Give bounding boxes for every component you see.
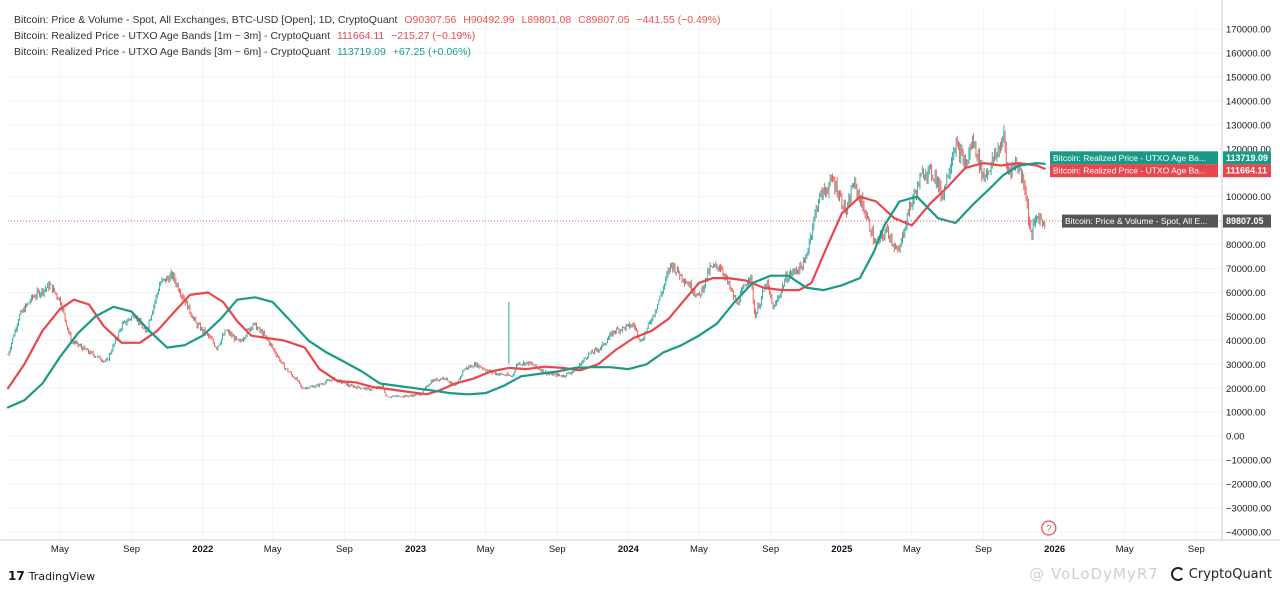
legend-band-3m6m-row[interactable]: Bitcoin: Realized Price - UTXO Age Bands… bbox=[14, 44, 720, 60]
y-tick-label: 70000.00 bbox=[1226, 264, 1266, 275]
legend-band-1m3m-change: −215.27 (−0.19%) bbox=[391, 30, 476, 42]
x-tick-label: May bbox=[1116, 544, 1134, 555]
y-tick-label: 100000.00 bbox=[1226, 192, 1271, 203]
y-tick-label: 120000.00 bbox=[1226, 144, 1271, 155]
last-value-tag-label: 89807.05 bbox=[1226, 216, 1264, 226]
tradingview-logo-icon: 17 bbox=[8, 569, 25, 583]
y-tick-label: −20000.00 bbox=[1226, 480, 1271, 491]
legend-band-3m6m-title: Bitcoin: Realized Price - UTXO Age Bands… bbox=[14, 46, 331, 58]
y-tick-label: 160000.00 bbox=[1226, 48, 1271, 59]
x-tick-label: May bbox=[477, 544, 495, 555]
last-value-tag-label: 111664.11 bbox=[1226, 166, 1267, 176]
x-tick-label: Sep bbox=[123, 544, 140, 555]
last-value-tag bbox=[1223, 151, 1271, 165]
y-tick-label: −40000.00 bbox=[1226, 528, 1271, 539]
signature-watermark: @ VoLoDyMyR7 bbox=[1029, 565, 1159, 583]
legend-price-open: O90307.56 bbox=[404, 14, 457, 26]
band-line bbox=[6, 162, 1046, 396]
x-tick-label: 2025 bbox=[831, 544, 853, 555]
legend-price-row[interactable]: Bitcoin: Price & Volume - Spot, All Exch… bbox=[14, 12, 720, 28]
last-value-tag bbox=[1223, 214, 1271, 228]
info-marker-label: ? bbox=[1046, 524, 1051, 535]
legend-band-1m3m-row[interactable]: Bitcoin: Realized Price - UTXO Age Bands… bbox=[14, 28, 720, 44]
legend-price-close: C89807.05 bbox=[578, 14, 630, 26]
legend-price-title: Bitcoin: Price & Volume - Spot, All Exch… bbox=[14, 14, 398, 26]
band-line bbox=[6, 162, 1046, 409]
x-tick-label: Sep bbox=[975, 544, 992, 555]
y-tick-label: 60000.00 bbox=[1226, 288, 1266, 299]
y-tick-label: 40000.00 bbox=[1226, 336, 1266, 347]
y-tick-label: 10000.00 bbox=[1226, 408, 1266, 419]
chart-legend: Bitcoin: Price & Volume - Spot, All Exch… bbox=[14, 12, 720, 60]
x-tick-label: May bbox=[903, 544, 921, 555]
y-tick-label: 20000.00 bbox=[1226, 384, 1266, 395]
x-tick-label: Sep bbox=[336, 544, 353, 555]
y-tick-label: 50000.00 bbox=[1226, 312, 1266, 323]
x-tick-label: May bbox=[51, 544, 69, 555]
y-tick-label: 170000.00 bbox=[1226, 25, 1271, 36]
tradingview-branding[interactable]: 17 TradingView bbox=[8, 569, 95, 583]
last-value-tag bbox=[1223, 164, 1271, 178]
y-tick-label: −30000.00 bbox=[1226, 504, 1271, 515]
series-name-tag bbox=[1050, 164, 1218, 178]
legend-band-3m6m-value: 113719.09 bbox=[336, 46, 386, 58]
cryptoquant-branding: @ VoLoDyMyR7 CryptoQuant bbox=[1029, 565, 1272, 583]
series-name-tag-label: Bitcoin: Realized Price - UTXO Age Ba... bbox=[1053, 153, 1206, 163]
x-tick-label: 2023 bbox=[405, 544, 426, 555]
x-tick-label: 2022 bbox=[192, 544, 213, 555]
y-tick-label: −10000.00 bbox=[1226, 456, 1271, 467]
x-tick-label: May bbox=[264, 544, 282, 555]
y-tick-label: 130000.00 bbox=[1226, 120, 1271, 131]
y-tick-label: 150000.00 bbox=[1226, 72, 1271, 83]
legend-band-1m3m-value: 111664.11 bbox=[336, 30, 385, 42]
legend-band-1m3m-title: Bitcoin: Realized Price - UTXO Age Bands… bbox=[14, 30, 331, 42]
tradingview-label: TradingView bbox=[28, 569, 96, 583]
legend-band-3m6m-change: +67.25 (+0.06%) bbox=[392, 46, 471, 58]
info-marker-icon bbox=[1041, 520, 1057, 536]
x-tick-label: 2024 bbox=[618, 544, 640, 555]
legend-price-high: H90492.99 bbox=[463, 14, 515, 26]
cryptoquant-logo-icon bbox=[1170, 567, 1185, 581]
series-name-tag bbox=[1050, 151, 1218, 165]
y-tick-label: 140000.00 bbox=[1226, 96, 1271, 107]
y-tick-label: 0.00 bbox=[1226, 432, 1245, 443]
series-name-tag-label: Bitcoin: Realized Price - UTXO Age Ba... bbox=[1053, 166, 1206, 176]
cryptoquant-label: CryptoQuant bbox=[1188, 566, 1272, 582]
y-tick-label: 80000.00 bbox=[1226, 240, 1266, 251]
y-tick-label: 30000.00 bbox=[1226, 360, 1266, 371]
x-tick-label: 2026 bbox=[1044, 544, 1065, 555]
series-name-tag bbox=[1062, 214, 1218, 228]
x-tick-label: Sep bbox=[1188, 544, 1205, 555]
x-tick-label: Sep bbox=[549, 544, 566, 555]
x-tick-label: May bbox=[690, 544, 708, 555]
last-value-tag-label: 113719.09 bbox=[1226, 153, 1268, 163]
series-name-tag-label: Bitcoin: Price & Volume - Spot, All E... bbox=[1065, 216, 1207, 226]
legend-price-low: L89801.08 bbox=[521, 14, 572, 26]
legend-price-change: −441.55 (−0.49%) bbox=[636, 14, 721, 26]
x-tick-label: Sep bbox=[762, 544, 779, 555]
